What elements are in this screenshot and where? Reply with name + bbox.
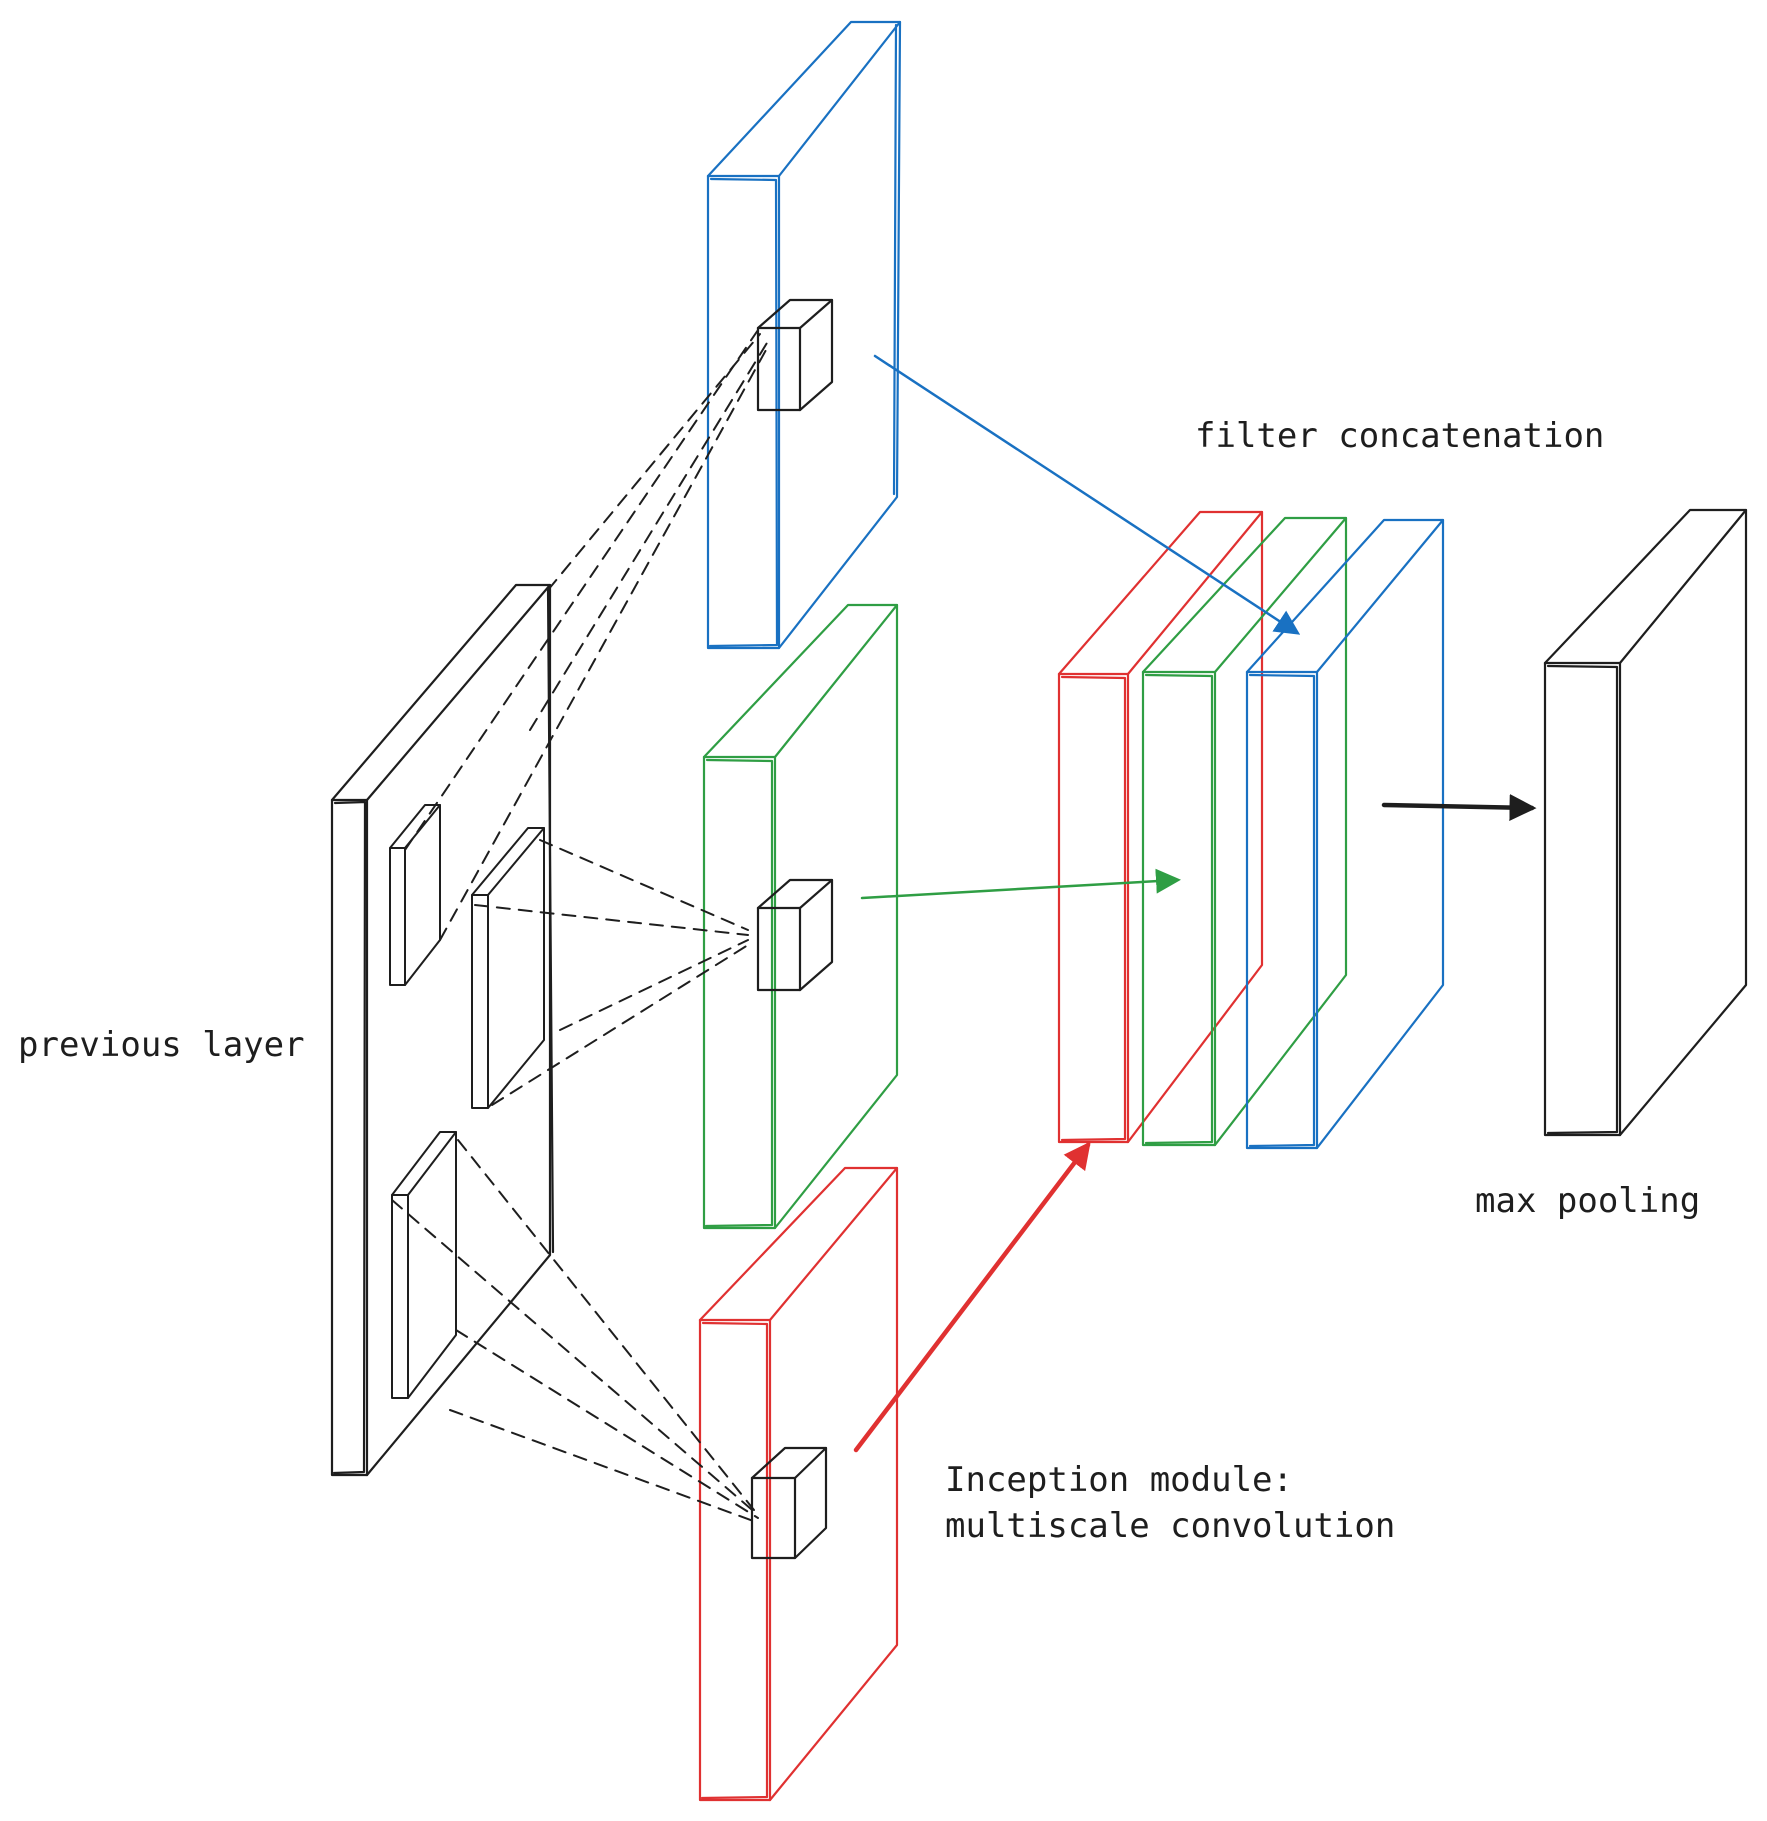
kernel-cubes xyxy=(750,298,834,1560)
black-arrow xyxy=(1381,794,1537,822)
blue-arrow xyxy=(873,354,1301,635)
dashed-connections xyxy=(391,329,771,1523)
previous-layer-label: previous layer xyxy=(18,1025,305,1065)
green-feature-map xyxy=(702,603,899,1230)
concat-blue-slab xyxy=(1245,518,1445,1150)
max-pooling-slab xyxy=(1543,508,1748,1137)
blue-feature-map xyxy=(706,20,902,650)
filter-concatenation-label: filter concatenation xyxy=(1195,416,1605,456)
previous-layer-kernels xyxy=(389,804,545,1399)
multiscale-convolution-label: multiscale convolution xyxy=(945,1506,1396,1546)
red-feature-map xyxy=(698,1166,899,1802)
previous-layer-slab xyxy=(330,583,555,1477)
max-pooling-label: max pooling xyxy=(1475,1181,1701,1221)
red-arrow xyxy=(853,1141,1091,1453)
inception-module-label: Inception module: xyxy=(945,1460,1293,1500)
green-arrow xyxy=(860,868,1181,900)
concat-green-slab xyxy=(1141,516,1348,1147)
concat-red-slab xyxy=(1057,510,1264,1144)
